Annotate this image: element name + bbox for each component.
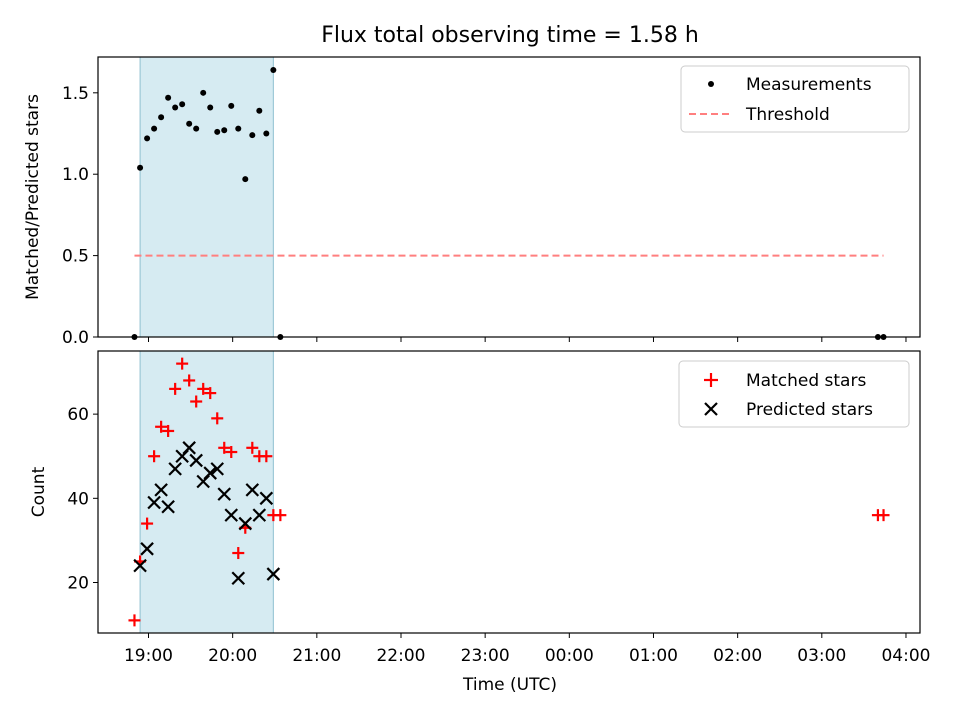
legend-measurements-label: Measurements [746, 75, 872, 95]
bottom-y-axis-label: Count [29, 466, 49, 517]
top-ytick-label: 0.5 [62, 247, 89, 267]
predicted-star-point [252, 508, 267, 522]
xtick-label: 02:00 [713, 646, 762, 666]
xtick-label: 22:00 [376, 646, 425, 666]
measurement-point [214, 128, 221, 135]
legend-matched-marker [704, 373, 718, 387]
xtick-label: 21:00 [292, 646, 341, 666]
matched-star-point [218, 441, 231, 454]
bottom-ytick-label: 40 [67, 489, 89, 509]
matched-star-point [148, 450, 161, 463]
bottom-panel: 20 40 60 19:00 20:00 21:00 22:00 23:00 00:00 01:0… [29, 350, 930, 695]
predicted-star-point [182, 441, 196, 455]
matched-star-point [232, 547, 245, 560]
chart-title: Flux total observing time = 1.58 h [321, 23, 699, 48]
matched-star-point [877, 509, 890, 522]
measurement-point [186, 120, 193, 127]
matched-star-point [141, 517, 154, 530]
predicted-star-point [210, 462, 225, 476]
matched-star-point [190, 395, 203, 408]
measurement-point [158, 114, 165, 121]
matched-star-point [176, 357, 189, 370]
measurement-point [228, 102, 235, 109]
legend-predicted-label: Predicted stars [746, 400, 873, 420]
predicted-star-point [203, 466, 217, 480]
bottom-legend: Matched stars Predicted stars [678, 360, 910, 428]
top-ytick-label: 1.0 [62, 165, 89, 185]
top-ytick-label: 1.5 [62, 84, 89, 104]
xtick-label: 01:00 [629, 646, 678, 666]
measurement-point [144, 135, 151, 142]
measurement-point [179, 101, 186, 108]
matched-star-point [225, 446, 238, 459]
measurement-point [270, 67, 277, 74]
predicted-star-point [224, 508, 239, 522]
measurement-point [207, 104, 214, 111]
matched-star-point [197, 382, 210, 395]
measurement-point [165, 94, 172, 101]
predicted-star-point [140, 542, 154, 556]
matched-star-point [169, 382, 182, 395]
legend-measurements-marker [708, 81, 714, 87]
predicted-star-point [238, 516, 253, 531]
xtick-label: 03:00 [797, 646, 846, 666]
predicted-star-point [189, 453, 203, 468]
predicted-star-point [161, 499, 175, 514]
measurement-point [263, 130, 270, 137]
legend-threshold-label: Threshold [745, 105, 830, 125]
measurement-point [151, 125, 158, 132]
top-legend-box [680, 65, 910, 133]
predicted-star-point [147, 495, 161, 510]
matched-star-point [274, 509, 287, 522]
legend-predicted-marker [704, 402, 718, 416]
matched-star-point [155, 420, 168, 433]
top-plot-area: 0.0 0.5 1.0 1.5 [62, 56, 907, 348]
top-y-axis-label: Matched/Predicted stars [23, 94, 43, 300]
measurement-point [193, 125, 200, 132]
top-ytick-label: 0.0 [62, 328, 89, 348]
xtick-label: 04:00 [881, 646, 930, 666]
matched-star-point [204, 387, 217, 400]
top-legend: Measurements Threshold [680, 65, 910, 133]
predicted-star-point [217, 487, 232, 501]
matched-star-point [246, 441, 259, 454]
xtick-label: 20:00 [208, 646, 257, 666]
matched-star-point [211, 412, 224, 425]
bottom-axes-frame [97, 350, 921, 634]
predicted-star-point [154, 483, 168, 497]
matched-star-point [128, 614, 141, 627]
predicted-star-point [259, 491, 274, 506]
top-shaded-interval [139, 56, 274, 338]
xtick-label: 00:00 [545, 646, 594, 666]
measurement-point [200, 89, 207, 96]
measurement-point [221, 127, 228, 134]
matched-star-point [162, 424, 175, 437]
bottom-ytick-label: 20 [67, 573, 89, 593]
measurement-point [137, 164, 144, 171]
matched-star-point [260, 450, 273, 463]
top-panel: 0.0 0.5 1.0 1.5 Matched/Predicted stars Mea… [23, 56, 921, 348]
predicted-star-point [231, 571, 246, 586]
measurement-point [242, 176, 249, 183]
bottom-legend-box [678, 360, 910, 428]
measurement-point [256, 107, 263, 114]
measurement-point [249, 132, 256, 139]
legend-matched-label: Matched stars [746, 371, 866, 391]
predicted-star-point [266, 567, 281, 581]
top-axes-frame [97, 56, 921, 338]
predicted-star-point [245, 483, 260, 497]
x-axis-label: Time (UTC) [462, 675, 557, 695]
measurement-point [235, 125, 242, 132]
predicted-star-point [168, 462, 182, 476]
matched-star-point [183, 374, 196, 387]
xtick-label: 19:00 [124, 646, 173, 666]
bottom-ytick-label: 60 [67, 405, 89, 425]
xtick-label: 23:00 [461, 646, 510, 666]
predicted-star-point [133, 558, 147, 573]
measurement-point [172, 104, 179, 111]
